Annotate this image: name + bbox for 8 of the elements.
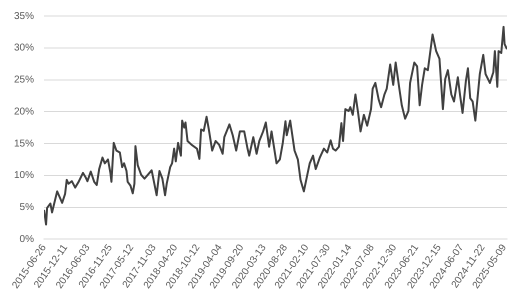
y-tick-label: 5% <box>20 202 34 214</box>
y-tick-label: 10% <box>14 170 34 182</box>
y-tick-label: 25% <box>14 74 34 86</box>
y-tick-label: 15% <box>14 138 34 150</box>
y-tick-label: 35% <box>14 10 34 22</box>
y-tick-label: 20% <box>14 106 34 118</box>
y-tick-label: 30% <box>14 42 34 54</box>
y-tick-label: 0% <box>20 234 34 245</box>
